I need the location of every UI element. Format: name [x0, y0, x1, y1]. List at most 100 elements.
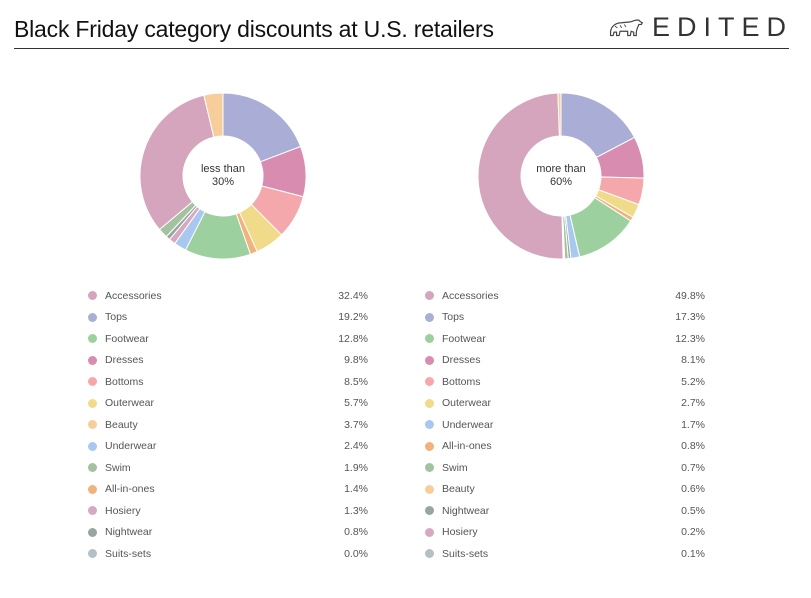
legend-label: Footwear	[105, 332, 149, 345]
legend-label: Underwear	[442, 418, 494, 431]
legend-swatch	[425, 549, 434, 559]
legend-item-accessories: Accessories 49.8%	[425, 285, 705, 307]
legend-swatch	[425, 398, 434, 408]
donut-chart-less-than-30	[139, 92, 307, 260]
donut-chart-more-than-60	[477, 92, 645, 260]
legend-swatch	[88, 398, 97, 408]
legend-value: 17.3%	[675, 311, 705, 324]
legend-value: 0.6%	[681, 483, 705, 496]
legend-item-hosiery: Hosiery 1.3%	[88, 500, 368, 522]
legend-swatch	[425, 527, 434, 537]
legend-swatch	[88, 484, 97, 494]
legend-label: Accessories	[105, 289, 162, 302]
legend-label: Bottoms	[442, 375, 481, 388]
legend-swatch	[88, 463, 97, 473]
legend-item-nightwear: Nightwear 0.5%	[425, 500, 705, 522]
legend-value: 2.7%	[681, 397, 705, 410]
legend-item-footwear: Footwear 12.8%	[88, 328, 368, 350]
polar-bear-icon	[609, 19, 643, 37]
legend-label: Beauty	[105, 418, 138, 431]
legend-label: Dresses	[105, 354, 144, 367]
legend-label: Swim	[442, 461, 468, 474]
legend-value: 0.2%	[681, 526, 705, 539]
legend-swatch	[88, 420, 97, 430]
legend-swatch	[88, 291, 97, 301]
legend-value: 3.7%	[344, 418, 368, 431]
legend-label: Hosiery	[442, 526, 478, 539]
legend-item-nightwear: Nightwear 0.8%	[88, 522, 368, 544]
legend-swatch	[425, 420, 434, 430]
legend-swatch	[425, 441, 434, 451]
legend-item-dresses: Dresses 8.1%	[425, 350, 705, 372]
legend-value: 0.8%	[681, 440, 705, 453]
edited-logo: EDITED	[608, 10, 793, 44]
slice-beauty	[557, 92, 562, 137]
legend-label: All-in-ones	[105, 483, 155, 496]
donut-center-label: less than 30%	[178, 163, 268, 189]
page-title: Black Friday category discounts at U.S. …	[14, 16, 494, 42]
legend-value: 32.4%	[338, 289, 368, 302]
legend-swatch	[425, 506, 434, 516]
legend-value: 2.4%	[344, 440, 368, 453]
legend-value: 1.9%	[344, 461, 368, 474]
legend-label: Beauty	[442, 483, 475, 496]
slice-beauty	[203, 92, 224, 138]
legend-item-underwear: Underwear 1.7%	[425, 414, 705, 436]
legend-label: Tops	[105, 311, 128, 324]
legend-item-tops: Tops 19.2%	[88, 307, 368, 329]
legend-value: 1.4%	[344, 483, 368, 496]
legend-label: Bottoms	[105, 375, 144, 388]
legend-value: 0.8%	[344, 526, 368, 539]
slice-accessories	[477, 92, 564, 260]
legend-swatch	[88, 506, 97, 516]
legend-item-bottoms: Bottoms 5.2%	[425, 371, 705, 393]
legend-swatch	[425, 334, 434, 344]
legend-item-underwear: Underwear 2.4%	[88, 436, 368, 458]
legend-swatch	[88, 334, 97, 344]
legend-label: Accessories	[442, 289, 499, 302]
legend-label: Hosiery	[105, 504, 141, 517]
legend-item-beauty: Beauty 3.7%	[88, 414, 368, 436]
legend-item-footwear: Footwear 12.3%	[425, 328, 705, 350]
legend-label: Suits-sets	[105, 547, 152, 560]
legend-value: 1.7%	[681, 418, 705, 431]
legend-label: Swim	[105, 461, 131, 474]
legend-value: 5.7%	[344, 397, 368, 410]
legend-value: 12.8%	[338, 332, 368, 345]
legend-swatch	[88, 377, 97, 387]
legend-item-tops: Tops 17.3%	[425, 307, 705, 329]
legend-label: Underwear	[105, 440, 157, 453]
legend-item-accessories: Accessories 32.4%	[88, 285, 368, 307]
legend-label: All-in-ones	[442, 440, 492, 453]
legend-label: Nightwear	[442, 504, 490, 517]
legend-value: 19.2%	[338, 311, 368, 324]
legend-value: 0.5%	[681, 504, 705, 517]
legend-value: 49.8%	[675, 289, 705, 302]
legend-value: 8.5%	[344, 375, 368, 388]
legend-swatch	[88, 441, 97, 451]
logo-wordmark: EDITED	[651, 11, 793, 42]
title-divider	[14, 48, 789, 49]
legend-swatch	[425, 355, 434, 365]
legend-label: Outerwear	[442, 397, 492, 410]
legend-value: 8.1%	[681, 354, 705, 367]
legend-item-suits-sets: Suits-sets 0.1%	[425, 543, 705, 565]
legend-less-than-30: Accessories 32.4% Tops 19.2% Footwear 12.8% Dr…	[88, 285, 368, 565]
legend-item-all-in-ones: All-in-ones 0.8%	[425, 436, 705, 458]
legend-item-beauty: Beauty 0.6%	[425, 479, 705, 501]
legend-swatch	[425, 312, 434, 322]
legend-swatch	[425, 291, 434, 301]
legend-swatch	[88, 355, 97, 365]
legend-label: Suits-sets	[442, 547, 489, 560]
legend-swatch	[88, 312, 97, 322]
legend-swatch	[425, 463, 434, 473]
legend-label: Tops	[442, 311, 465, 324]
legend-item-dresses: Dresses 9.8%	[88, 350, 368, 372]
legend-value: 0.7%	[681, 461, 705, 474]
legend-item-hosiery: Hosiery 0.2%	[425, 522, 705, 544]
legend-item-bottoms: Bottoms 8.5%	[88, 371, 368, 393]
legend-value: 1.3%	[344, 504, 368, 517]
legend-label: Nightwear	[105, 526, 153, 539]
donut-center-line-2: 30%	[211, 176, 235, 188]
donut-center-label: more than 60%	[516, 163, 606, 189]
